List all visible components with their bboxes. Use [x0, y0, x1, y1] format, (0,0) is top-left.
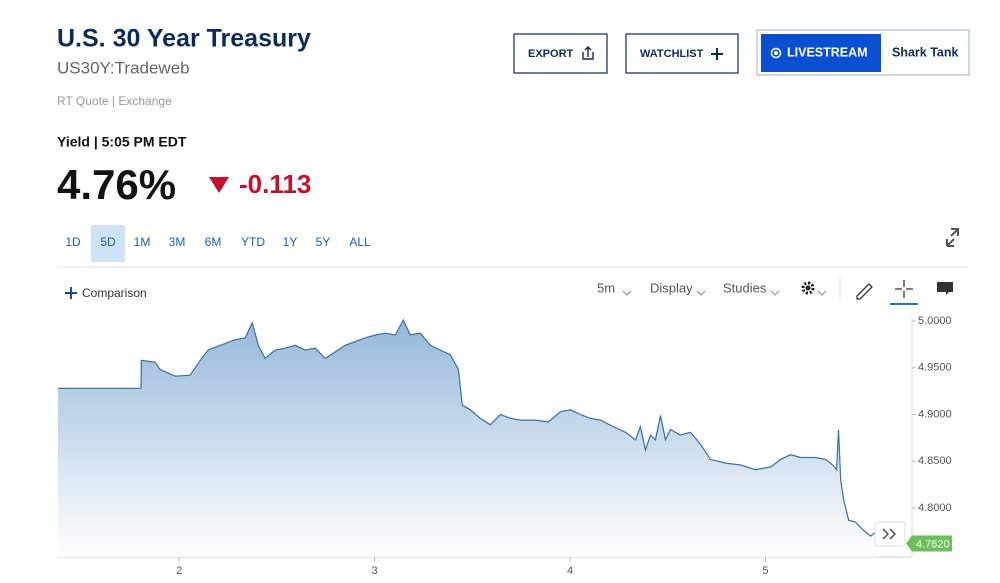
y-tick-label: 4.8000 [918, 502, 952, 514]
settings-button[interactable] [801, 281, 827, 296]
range-button[interactable]: YTD [241, 235, 265, 249]
export-button[interactable]: EXPORT [513, 33, 608, 74]
livestream-button[interactable]: LIVESTREAM [761, 34, 881, 72]
range-button[interactable]: 6M [205, 235, 222, 249]
price-line [58, 318, 877, 537]
comparison-button[interactable]: Comparison [65, 286, 147, 300]
y-tick-label: 5.0000 [918, 315, 952, 327]
chevrons [882, 528, 896, 540]
range-bar: 1D 5D 1M 3M 6M YTD 1Y 5Y ALL [65, 225, 371, 262]
x-tick-label: 2 [176, 565, 182, 577]
price: 4.76% [57, 161, 176, 208]
y-tick-label: 4.9000 [918, 408, 952, 420]
source: RT Quote | Exchange [57, 94, 172, 108]
interval-menu[interactable]: 5m [597, 280, 615, 295]
range-button[interactable]: 5D [100, 235, 116, 249]
title: U.S. 30 Year Treasury [57, 25, 311, 53]
button-frame [874, 521, 906, 547]
studies-menu[interactable]: Studies [723, 280, 767, 295]
last-value-label: 4.7620 [916, 538, 950, 550]
watchlist-button[interactable]: WATCHLIST [625, 33, 739, 74]
export-icon [582, 46, 594, 60]
plus-icon [711, 48, 723, 60]
live-dot [774, 51, 778, 55]
symbol: US30Y:Tradeweb [57, 58, 190, 77]
range-highlight [91, 225, 125, 262]
quote-label: Yield | 5:05 PM EDT [57, 134, 187, 150]
range-button[interactable]: 3M [169, 235, 186, 249]
y-tick-label: 4.9500 [918, 362, 952, 374]
chart: 4.8000 4.8500 4.9000 4.9500 5.0000 2 3 4 5 4.7620 [58, 315, 952, 577]
caret [696, 290, 706, 296]
button-label: Comparison [82, 286, 147, 300]
button-label: LIVESTREAM [787, 45, 868, 59]
plus-icon [65, 287, 77, 299]
down-arrow [209, 177, 229, 193]
caret [622, 290, 632, 296]
caret [770, 290, 780, 296]
scroll-button[interactable] [874, 521, 906, 547]
button-label: EXPORT [528, 48, 574, 60]
expand-icon[interactable] [946, 228, 959, 247]
range-button[interactable]: ALL [349, 235, 371, 249]
live-icon [770, 47, 782, 59]
comment-icon[interactable] [937, 282, 953, 295]
x-tick-label: 4 [567, 565, 573, 577]
range-button[interactable]: 1Y [283, 235, 298, 249]
crosshair-icon[interactable] [895, 280, 913, 298]
caret [817, 290, 827, 296]
last-value-tag [906, 535, 952, 552]
area-fill [58, 320, 877, 557]
x-tick-label: 5 [762, 565, 768, 577]
button-label: WATCHLIST [640, 48, 704, 60]
gear-icon [801, 281, 815, 295]
range-button[interactable]: 1D [65, 235, 81, 249]
button-frame [513, 33, 608, 74]
x-tick-label: 3 [372, 565, 378, 577]
show-link[interactable]: Shark Tank [892, 45, 959, 59]
display-menu[interactable]: Display [650, 280, 693, 295]
range-button[interactable]: 1M [134, 235, 151, 249]
range-button[interactable]: 5Y [316, 235, 331, 249]
change: -0.113 [239, 169, 311, 199]
y-tick-label: 4.8500 [918, 455, 952, 467]
gear-hub [805, 285, 811, 291]
draw-icon[interactable] [856, 283, 873, 300]
